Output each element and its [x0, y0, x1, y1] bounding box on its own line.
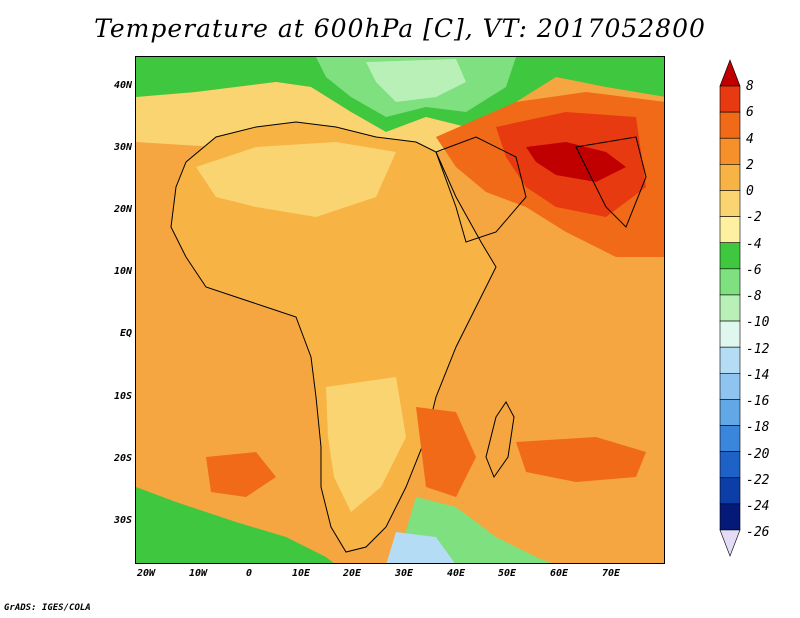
- colorbar-segment: [719, 294, 741, 322]
- colorbar-bottom-triangle: [719, 529, 741, 557]
- temperature-map: [136, 57, 664, 563]
- lat-tick-10s: 10S: [113, 391, 132, 402]
- colorbar-segment: [719, 242, 741, 270]
- lon-tick-40e: 40E: [446, 568, 466, 579]
- colorbar-segment: [719, 399, 741, 426]
- sahara-light: [196, 142, 396, 217]
- cool-band-south: [136, 487, 334, 563]
- colorbar-label-neg6: -6: [746, 263, 762, 278]
- lon-tick-70e: 70E: [601, 568, 621, 579]
- lon-tick-10w: 10W: [188, 568, 208, 579]
- colorbar-label-neg18: -18: [746, 420, 770, 435]
- lat-tick-eq: EQ: [119, 328, 132, 339]
- madagascar-outline: [485, 401, 515, 479]
- colorbar-segment: [719, 503, 741, 531]
- colorbar-segment: [719, 268, 741, 296]
- colorbar-segment: [719, 320, 741, 348]
- colorbar-top-triangle: [719, 59, 741, 87]
- colorbar-label-6: 6: [746, 105, 754, 120]
- colorbar-label-0: 0: [746, 184, 754, 199]
- colorbar-label-neg22: -22: [746, 473, 770, 488]
- lat-tick-40n: 40N: [113, 80, 132, 91]
- southern-africa-light: [326, 377, 406, 512]
- colorbar-segment: [719, 216, 741, 244]
- lat-tick-30s: 30S: [113, 515, 132, 526]
- lon-tick-20e: 20E: [342, 568, 362, 579]
- lon-tick-60e: 60E: [549, 568, 569, 579]
- lat-tick-20s: 20S: [113, 453, 132, 464]
- colorbar-label-8: 8: [746, 79, 754, 94]
- lat-tick-30n: 30N: [113, 142, 132, 153]
- colorbar-label-neg10: -10: [746, 315, 770, 330]
- lon-tick-0: 0: [245, 568, 253, 579]
- hot-patch-mozambique: [416, 407, 476, 497]
- colorbar-segment: [719, 477, 741, 505]
- colorbar-label-neg4: -4: [746, 237, 762, 252]
- colorbar-segment: [719, 164, 741, 191]
- lon-tick-50e: 50E: [497, 568, 517, 579]
- pale-north: [366, 59, 466, 102]
- colorbar: [719, 59, 741, 557]
- colorbar-label-neg16: -16: [746, 394, 770, 409]
- africa-land: [170, 121, 497, 553]
- colorbar-segment: [719, 346, 741, 374]
- arabia-outline: [435, 136, 527, 243]
- lat-tick-10n: 10N: [113, 266, 132, 277]
- lon-tick-20w: 20W: [136, 568, 156, 579]
- india-outline: [575, 136, 647, 228]
- colorbar-label-neg14: -14: [746, 368, 770, 383]
- colorbar-segment: [719, 190, 741, 217]
- map-title: Temperature at 600hPa [C], VT: 201705280…: [94, 14, 706, 43]
- colorbar-label-4: 4: [746, 132, 754, 147]
- map-plot-area: [135, 56, 665, 564]
- colorbar-segment: [719, 137, 741, 165]
- colorbar-segment: [719, 451, 741, 479]
- hot-patch-southwest: [206, 452, 276, 497]
- cold-patch-south: [386, 532, 455, 563]
- colorbar-label-neg2: -2: [746, 210, 762, 225]
- colorbar-label-neg8: -8: [746, 289, 762, 304]
- colorbar-label-neg26: -26: [746, 525, 770, 540]
- colorbar-label-neg20: -20: [746, 447, 770, 462]
- hot-patch-southeast: [516, 437, 646, 482]
- lon-tick-10e: 10E: [291, 568, 311, 579]
- hottest-region-asia: [526, 142, 626, 182]
- lon-tick-30e: 30E: [394, 568, 414, 579]
- colorbar-segment: [719, 111, 741, 139]
- colorbar-label-2: 2: [746, 158, 754, 173]
- colorbar-segment: [719, 85, 741, 113]
- colorbar-segment: [719, 425, 741, 452]
- colorbar-segment: [719, 372, 741, 400]
- colorbar-label-neg12: -12: [746, 342, 770, 357]
- grads-credit: GrADS: IGES/COLA: [4, 603, 91, 613]
- lat-tick-20n: 20N: [113, 204, 132, 215]
- colorbar-label-neg24: -24: [746, 499, 770, 514]
